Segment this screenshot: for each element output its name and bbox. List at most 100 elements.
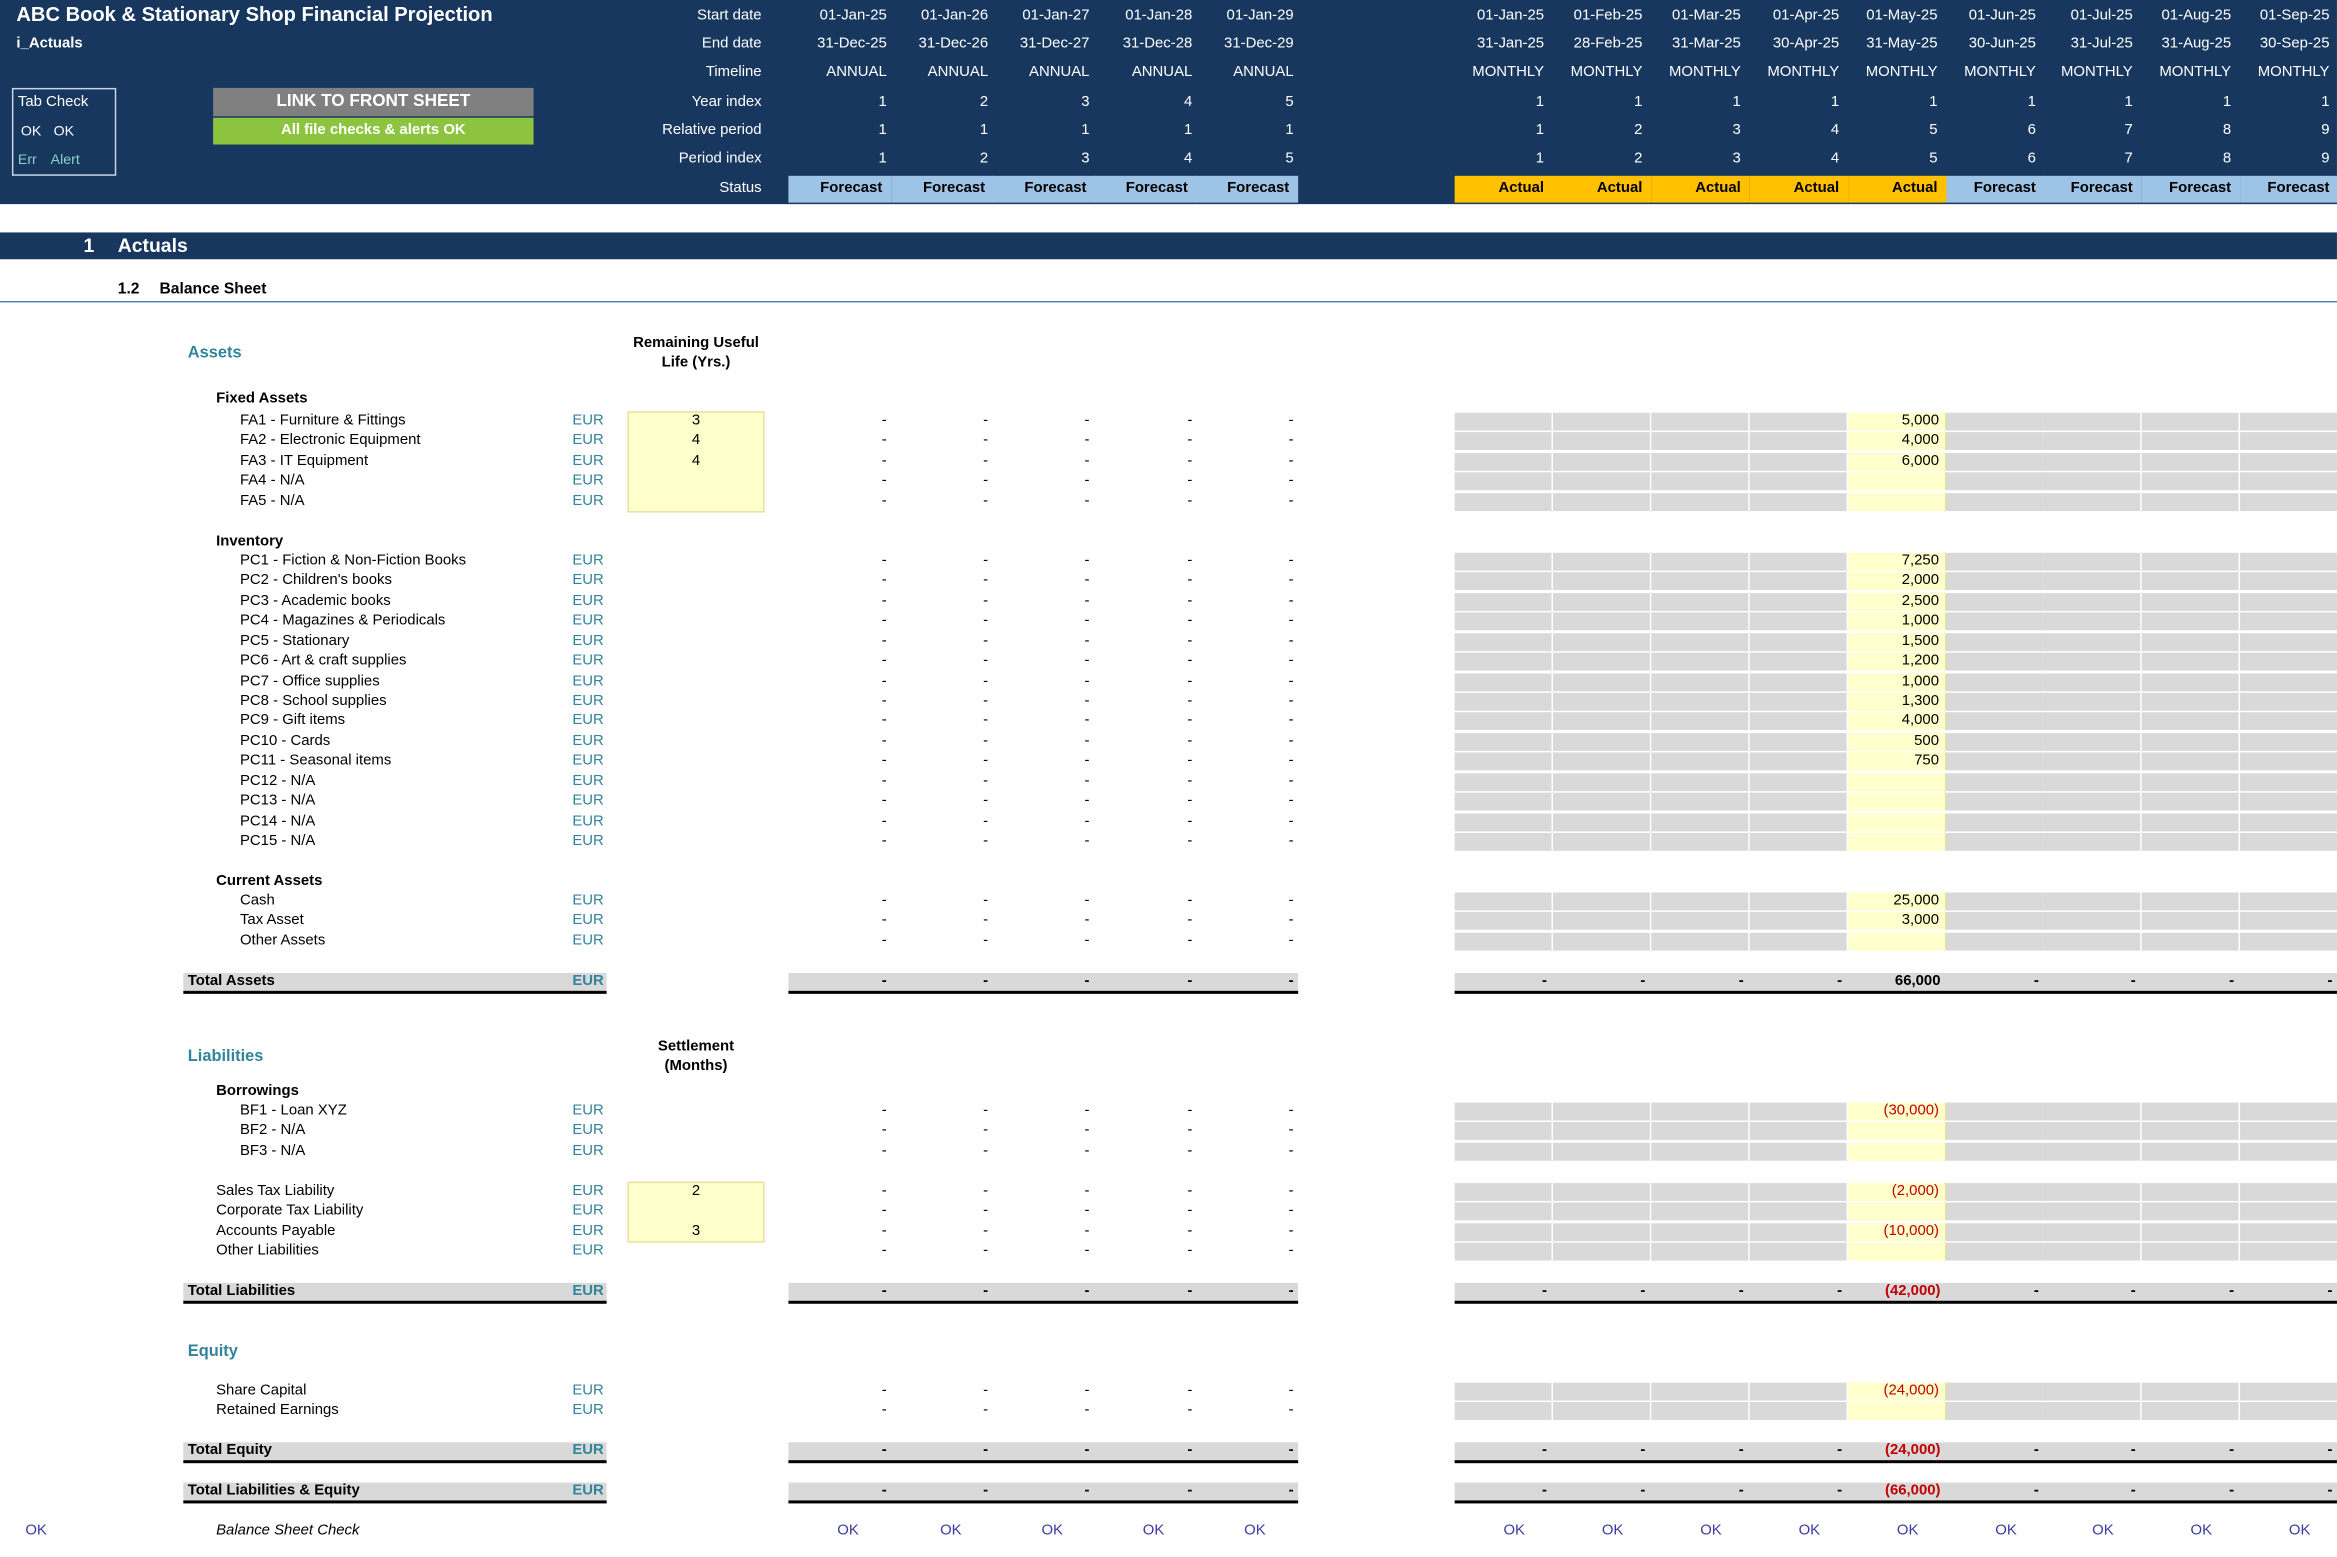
inventory-1-may-value[interactable]: 7,250 (1848, 552, 1947, 571)
inventory-7-month-4[interactable] (1749, 672, 1849, 691)
fixed-asset-2-month-6[interactable] (1946, 432, 2045, 451)
inventory-1-month-6[interactable] (1946, 552, 2045, 571)
inventory-4-month-8[interactable] (2141, 612, 2241, 631)
equity-2-month-9[interactable] (2240, 1402, 2337, 1421)
current-asset-1-month-8[interactable] (2141, 892, 2241, 911)
borrowing-2-month-6[interactable] (1946, 1122, 2045, 1141)
liability-2-month-3[interactable] (1651, 1203, 1750, 1221)
inventory-2-month-7[interactable] (2043, 572, 2142, 591)
borrowing-2-month-1[interactable] (1454, 1122, 1553, 1141)
inventory-11-month-9[interactable] (2240, 752, 2337, 771)
inventory-8-month-4[interactable] (1749, 692, 1849, 711)
current-asset-3-month-9[interactable] (2240, 932, 2337, 951)
inventory-7-month-2[interactable] (1552, 672, 1652, 691)
inventory-12-month-6[interactable] (1946, 772, 2045, 791)
fixed-asset-5-month-4[interactable] (1749, 492, 1849, 511)
equity-2-month-6[interactable] (1946, 1402, 2045, 1421)
fixed-asset-3-month-1[interactable] (1454, 452, 1553, 471)
fixed-asset-3-month-9[interactable] (2240, 452, 2337, 471)
inventory-13-month-9[interactable] (2240, 792, 2337, 811)
inventory-8-month-3[interactable] (1651, 692, 1750, 711)
link-to-front-sheet-button[interactable]: LINK TO FRONT SHEET (213, 87, 534, 117)
inventory-2-may-value[interactable]: 2,000 (1848, 572, 1947, 591)
borrowing-2-month-8[interactable] (2141, 1122, 2241, 1141)
inventory-6-month-3[interactable] (1651, 652, 1750, 671)
inventory-5-month-9[interactable] (2240, 632, 2337, 651)
inventory-2-month-2[interactable] (1552, 572, 1652, 591)
inventory-5-month-3[interactable] (1651, 632, 1750, 651)
fixed-asset-4-month-9[interactable] (2240, 472, 2337, 491)
current-asset-1-month-3[interactable] (1651, 892, 1750, 911)
current-asset-1-month-2[interactable] (1552, 892, 1652, 911)
fixed-asset-1-month-3[interactable] (1651, 412, 1750, 431)
inventory-10-month-4[interactable] (1749, 732, 1849, 751)
equity-2-month-1[interactable] (1454, 1402, 1553, 1421)
inventory-1-month-4[interactable] (1749, 552, 1849, 571)
liability-1-may-value[interactable]: (2,000) (1848, 1183, 1947, 1201)
inventory-4-month-2[interactable] (1552, 612, 1652, 631)
inventory-6-month-9[interactable] (2240, 652, 2337, 671)
equity-1-month-6[interactable] (1946, 1382, 2045, 1401)
inventory-13-month-3[interactable] (1651, 792, 1750, 811)
inventory-2-month-9[interactable] (2240, 572, 2337, 591)
fixed-asset-1-month-7[interactable] (2043, 412, 2142, 431)
inventory-14-month-6[interactable] (1946, 812, 2045, 831)
current-asset-3-month-3[interactable] (1651, 932, 1750, 951)
equity-1-month-3[interactable] (1651, 1382, 1750, 1401)
inventory-4-month-7[interactable] (2043, 612, 2142, 631)
liability-4-month-6[interactable] (1946, 1242, 2045, 1261)
inventory-13-month-7[interactable] (2043, 792, 2142, 811)
current-asset-3-month-7[interactable] (2043, 932, 2142, 951)
current-asset-3-month-1[interactable] (1454, 932, 1553, 951)
liability-4-month-7[interactable] (2043, 1242, 2142, 1261)
borrowing-1-month-9[interactable] (2240, 1102, 2337, 1121)
liability-3-month-9[interactable] (2240, 1222, 2337, 1241)
current-asset-3-month-6[interactable] (1946, 932, 2045, 951)
inventory-5-month-8[interactable] (2141, 632, 2241, 651)
inventory-14-month-1[interactable] (1454, 812, 1553, 831)
inventory-13-month-4[interactable] (1749, 792, 1849, 811)
inventory-6-month-8[interactable] (2141, 652, 2241, 671)
fixed-asset-5-month-8[interactable] (2141, 492, 2241, 511)
inventory-8-month-2[interactable] (1552, 692, 1652, 711)
current-asset-1-month-1[interactable] (1454, 892, 1553, 911)
inventory-14-may-value[interactable] (1848, 812, 1947, 831)
inventory-9-month-9[interactable] (2240, 712, 2337, 731)
inventory-7-month-8[interactable] (2141, 672, 2241, 691)
inventory-3-month-4[interactable] (1749, 592, 1849, 611)
liability-3-month-3[interactable] (1651, 1222, 1750, 1241)
inventory-4-month-4[interactable] (1749, 612, 1849, 631)
inventory-10-month-9[interactable] (2240, 732, 2337, 751)
inventory-15-month-9[interactable] (2240, 832, 2337, 851)
fixed-asset-3-month-8[interactable] (2141, 452, 2241, 471)
inventory-13-month-8[interactable] (2141, 792, 2241, 811)
inventory-14-month-8[interactable] (2141, 812, 2241, 831)
inventory-9-month-8[interactable] (2141, 712, 2241, 731)
inventory-5-month-7[interactable] (2043, 632, 2142, 651)
inventory-3-month-6[interactable] (1946, 592, 2045, 611)
inventory-12-month-1[interactable] (1454, 772, 1553, 791)
inventory-1-month-3[interactable] (1651, 552, 1750, 571)
fixed-asset-1-may-value[interactable]: 5,000 (1848, 412, 1947, 431)
useful-life-input-1[interactable]: 3 (691, 412, 701, 430)
borrowing-3-may-value[interactable] (1848, 1142, 1947, 1161)
inventory-8-month-9[interactable] (2240, 692, 2337, 711)
inventory-14-month-4[interactable] (1749, 812, 1849, 831)
fixed-asset-4-month-7[interactable] (2043, 472, 2142, 491)
inventory-9-month-2[interactable] (1552, 712, 1652, 731)
inventory-11-month-2[interactable] (1552, 752, 1652, 771)
inventory-5-may-value[interactable]: 1,500 (1848, 632, 1947, 651)
inventory-7-month-3[interactable] (1651, 672, 1750, 691)
borrowing-2-month-7[interactable] (2043, 1122, 2142, 1141)
inventory-10-month-8[interactable] (2141, 732, 2241, 751)
inventory-4-may-value[interactable]: 1,000 (1848, 612, 1947, 631)
liability-1-month-3[interactable] (1651, 1183, 1750, 1201)
borrowing-3-month-8[interactable] (2141, 1142, 2241, 1161)
current-asset-2-month-6[interactable] (1946, 912, 2045, 931)
inventory-6-month-7[interactable] (2043, 652, 2142, 671)
inventory-15-month-3[interactable] (1651, 832, 1750, 851)
fixed-asset-2-month-7[interactable] (2043, 432, 2142, 451)
file-checks-status-button[interactable]: All file checks & alerts OK (213, 117, 534, 145)
inventory-14-month-7[interactable] (2043, 812, 2142, 831)
inventory-8-month-8[interactable] (2141, 692, 2241, 711)
